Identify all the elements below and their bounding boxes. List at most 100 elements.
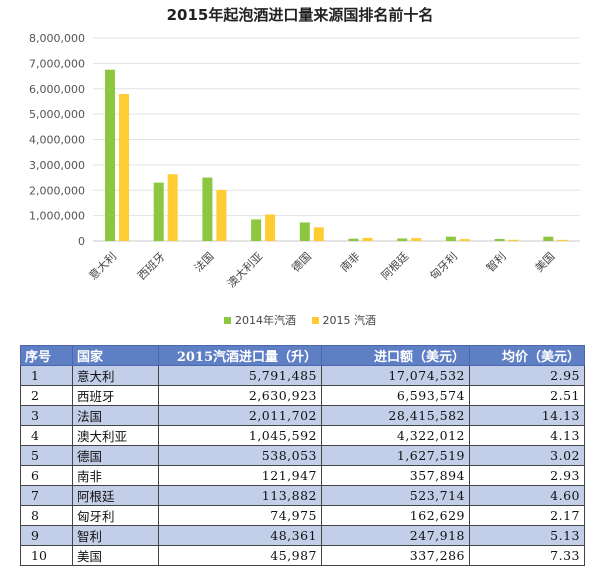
bar-2014 [348, 238, 359, 241]
cell-rank: 10 [20, 545, 73, 566]
table-header-row: 序号 国家 2015汽酒进口量（升） 进口额（美元） 均价（美元） [20, 345, 585, 366]
cell-value: 28,415,582 [321, 405, 470, 426]
bar-2014 [543, 236, 554, 241]
cell-rank: 8 [20, 505, 73, 526]
header-country: 国家 [72, 345, 159, 366]
y-tick-label: 5,000,000 [29, 108, 85, 121]
chart-title: 2015年起泡酒进口量来源国排名前十名 [166, 6, 434, 24]
x-tick-label: 西班牙 [135, 250, 168, 283]
y-tick-label: 2,000,000 [29, 184, 85, 197]
x-tick-label: 德国 [288, 249, 313, 274]
legend-swatch-2014 [224, 317, 231, 324]
cell-volume: 74,975 [158, 505, 322, 526]
x-tick-label: 智利 [483, 249, 508, 274]
table-row: 9 智利 48,361 247,918 5.13 [20, 525, 585, 546]
table-row: 3 法国 2,011,702 28,415,582 14.13 [20, 405, 585, 426]
table-row: 7 阿根廷 113,882 523,714 4.60 [20, 485, 585, 506]
cell-country: 智利 [72, 525, 159, 546]
legend: 2014年汽酒 2015 汽酒 [0, 312, 600, 328]
cell-avg-price: 3.02 [469, 445, 585, 466]
bar-2015 [216, 189, 227, 241]
cell-avg-price: 4.60 [469, 485, 585, 506]
x-tick-label: 南非 [338, 250, 363, 275]
cell-rank: 5 [20, 445, 73, 466]
cell-volume: 2,630,923 [158, 385, 322, 406]
legend-label-2014: 2014年汽酒 [235, 314, 296, 327]
cell-rank: 2 [20, 385, 73, 406]
y-tick-label: 6,000,000 [29, 83, 85, 96]
table-row: 8 匈牙利 74,975 162,629 2.17 [20, 505, 585, 526]
y-tick-label: 0 [78, 235, 85, 248]
bar-2014 [105, 69, 115, 241]
bar-chart: 0 1,000,000 2,000,000 3,000,000 4,000,000 5,0… [29, 32, 580, 290]
cell-value: 523,714 [321, 485, 470, 506]
x-tick-label: 澳大利亚 [224, 249, 265, 290]
bar-2015 [362, 237, 373, 241]
header-rank: 序号 [20, 345, 73, 366]
x-axis-ticks: 意大利 西班牙 法国 澳大利亚 德国 南非 阿根廷 匈牙利 智利 美国 [86, 249, 558, 290]
cell-country: 意大利 [72, 365, 159, 386]
table-row: 10 美国 45,987 337,286 7.33 [20, 545, 585, 566]
cell-country: 澳大利亚 [72, 425, 159, 446]
cell-value: 162,629 [321, 505, 470, 526]
y-tick-label: 1,000,000 [29, 210, 85, 223]
cell-value: 4,322,012 [321, 425, 470, 446]
cell-volume: 45,987 [158, 545, 322, 566]
cell-value: 6,593,574 [321, 385, 470, 406]
x-tick-label: 匈牙利 [427, 249, 460, 282]
cell-rank: 3 [20, 405, 73, 426]
x-tick-label: 意大利 [86, 249, 119, 282]
cell-avg-price: 2.51 [469, 385, 585, 406]
bar-2015 [167, 174, 178, 241]
bar-2015 [119, 94, 129, 241]
bar-2015 [411, 238, 422, 241]
cell-rank: 1 [20, 365, 73, 386]
x-tick-label: 阿根廷 [378, 249, 411, 282]
table-body: 1 意大利 5,791,485 17,074,532 2.95 2 西班牙 2,630,923… [20, 365, 585, 566]
cell-country: 美国 [72, 545, 159, 566]
legend-item-2015: 2015 汽酒 [311, 312, 376, 328]
bar-2015 [313, 227, 324, 241]
header-avg-price: 均价（美元） [469, 345, 585, 366]
cell-value: 337,286 [321, 545, 470, 566]
bar-2014 [494, 238, 505, 241]
legend-swatch-2015 [311, 317, 319, 324]
cell-volume: 538,053 [158, 445, 322, 466]
bar-2015 [508, 239, 519, 241]
cell-country: 西班牙 [72, 385, 159, 406]
cell-avg-price: 2.17 [469, 505, 585, 526]
header-volume: 2015汽酒进口量（升） [158, 345, 322, 366]
cell-country: 南非 [72, 465, 159, 486]
cell-country: 德国 [72, 445, 159, 466]
cell-volume: 48,361 [158, 525, 322, 546]
cell-rank: 4 [20, 425, 73, 446]
bar-2014 [202, 177, 213, 241]
legend-item-2014: 2014年汽酒 [224, 312, 296, 328]
x-tick-label: 美国 [533, 250, 558, 275]
bars [105, 69, 568, 241]
y-tick-label: 4,000,000 [29, 134, 85, 147]
table-row: 2 西班牙 2,630,923 6,593,574 2.51 [20, 385, 585, 406]
bar-2014 [445, 236, 456, 241]
cell-country: 阿根廷 [72, 485, 159, 506]
cell-value: 17,074,532 [321, 365, 470, 386]
y-tick-label: 7,000,000 [29, 57, 85, 70]
cell-rank: 7 [20, 485, 73, 506]
bar-2015 [265, 214, 276, 241]
table-row: 4 澳大利亚 1,045,592 4,322,012 4.13 [20, 425, 585, 446]
cell-value: 357,894 [321, 465, 470, 486]
cell-volume: 5,791,485 [158, 365, 322, 386]
bar-2014 [397, 238, 408, 241]
table-row: 1 意大利 5,791,485 17,074,532 2.95 [20, 365, 585, 386]
header-value: 进口额（美元） [321, 345, 470, 366]
cell-avg-price: 2.95 [469, 365, 585, 386]
cell-rank: 6 [20, 465, 73, 486]
y-axis-ticks: 0 1,000,000 2,000,000 3,000,000 4,000,000 5,0… [29, 32, 85, 248]
cell-volume: 113,882 [158, 485, 322, 506]
grid-lines [93, 37, 580, 242]
bar-2014 [153, 182, 164, 241]
table-row: 6 南非 121,947 357,894 2.93 [20, 465, 585, 486]
y-tick-label: 8,000,000 [29, 32, 85, 45]
cell-avg-price: 5.13 [469, 525, 585, 546]
cell-value: 1,627,519 [321, 445, 470, 466]
